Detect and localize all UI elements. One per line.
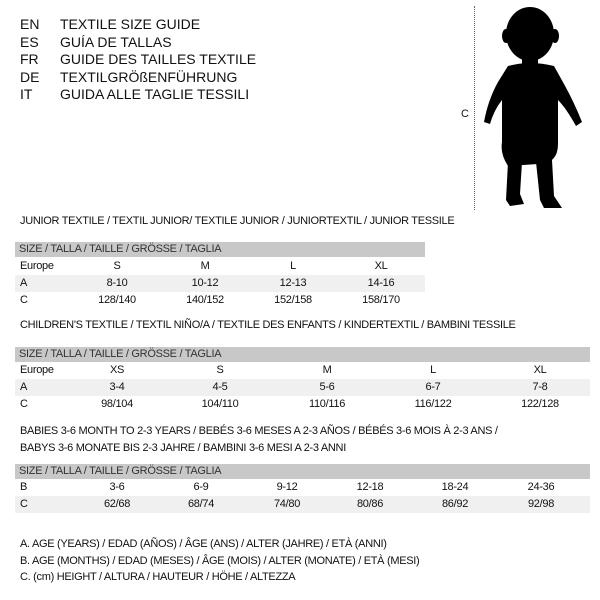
row-label: B [20,481,28,493]
language-code: EN [20,16,40,32]
table-row: C 62/68 68/74 74/80 80/86 86/92 92/98 [15,496,590,513]
table-cell: XL [533,364,547,376]
row-label: A [20,381,28,393]
table-cell: 12-18 [356,481,384,493]
table-cell: 24-36 [527,481,555,493]
language-title: GUIDE DES TAILLES TEXTILE [60,51,257,67]
table-cell: 3-4 [109,381,125,393]
language-code: DE [20,68,40,85]
height-label: C [461,108,469,120]
legend-a: A. AGE (YEARS) / EDAD (AÑOS) / ÂGE (ANS)… [20,538,387,550]
row-label: Europe [20,260,54,272]
table-row: A 8-10 10-12 12-13 14-16 [15,275,425,292]
table-cell: M [322,364,332,376]
table-cell: 6-7 [425,381,441,393]
junior-title: JUNIOR TEXTILE / TEXTIL JUNIOR/ TEXTILE … [20,215,455,227]
table-cell: 86/92 [441,498,469,510]
table-cell: 80/86 [356,498,384,510]
children-title: CHILDREN'S TEXTILE / TEXTIL NIÑO/A / TEX… [20,319,516,331]
table-cell: 14-16 [367,277,395,289]
table-cell: 158/170 [362,294,400,306]
table-cell: 18-24 [441,481,469,493]
babies-size-header: SIZE / TALLA / TAILLE / GRÖSSE / TAGLIA [15,464,590,479]
table-cell: 10-12 [191,277,219,289]
table-cell: 110/116 [308,398,346,410]
row-label: C [20,498,28,510]
table-cell: 7-8 [532,381,548,393]
table-cell: 3-6 [109,481,125,493]
language-title: TEXTILGRÖßENFÜHRUNG [60,68,238,85]
table-cell: XS [109,364,125,376]
junior-size-header: SIZE / TALLA / TAILLE / GRÖSSE / TAGLIA [15,242,425,257]
legend-c: C. (cm) HEIGHT / ALTURA / HAUTEUR / HÖHE… [20,571,296,583]
table-cell: 8-10 [106,277,128,289]
language-code: IT [20,86,33,102]
babies-title-line2: BABYS 3-6 MONATE BIS 2-3 JAHRE / BAMBINI… [20,442,346,454]
row-label: A [20,277,28,289]
row-label: Europe [20,364,54,376]
table-row: C 98/104 104/110 110/116 116/122 122/128 [15,396,590,413]
row-label: C [20,398,28,410]
table-cell: 104/110 [201,398,239,410]
table-cell: 128/140 [98,294,136,306]
table-cell: 116/122 [414,398,452,410]
table-cell: S [216,364,224,376]
table-cell: L [430,364,436,376]
table-row: C 128/140 140/152 152/158 158/170 [15,292,425,309]
table-cell: 4-5 [212,381,228,393]
table-cell: XL [374,260,388,272]
language-title: TEXTILE SIZE GUIDE [60,16,201,32]
table-cell: 74/80 [273,498,301,510]
table-cell: 140/152 [186,294,224,306]
height-line [474,6,475,210]
child-silhouette-icon [484,7,582,208]
table-cell: M [200,260,210,272]
row-label: C [20,294,28,306]
table-cell: 12-13 [279,277,307,289]
table-cell: 62/68 [103,498,131,510]
table-cell: S [113,260,121,272]
legend-b: B. AGE (MONTHS) / EDAD (MESES) / ÂGE (MO… [20,555,420,567]
table-row: B 3-6 6-9 9-12 12-18 18-24 24-36 [15,479,590,496]
table-cell: 92/98 [527,498,555,510]
table-row: Europe S M L XL [15,258,425,275]
table-cell: 5-6 [319,381,335,393]
language-code: FR [20,51,39,67]
language-title: GUÍA DE TALLAS [60,33,172,50]
table-cell: 68/74 [187,498,215,510]
table-row: Europe XS S M L XL [15,362,590,379]
babies-title-line1: BABIES 3-6 MONTH TO 2-3 YEARS / BEBÉS 3-… [20,425,498,437]
table-cell: 98/104 [101,398,133,410]
table-cell: L [290,260,296,272]
language-title: GUIDA ALLE TAGLIE TESSILI [60,86,250,102]
language-code: ES [20,33,39,50]
table-cell: 9-12 [276,481,298,493]
table-row: A 3-4 4-5 5-6 6-7 7-8 [15,379,590,396]
children-size-header: SIZE / TALLA / TAILLE / GRÖSSE / TAGLIA [15,347,590,362]
table-cell: 6-9 [193,481,209,493]
table-cell: 152/158 [274,294,312,306]
table-cell: 122/128 [521,398,559,410]
